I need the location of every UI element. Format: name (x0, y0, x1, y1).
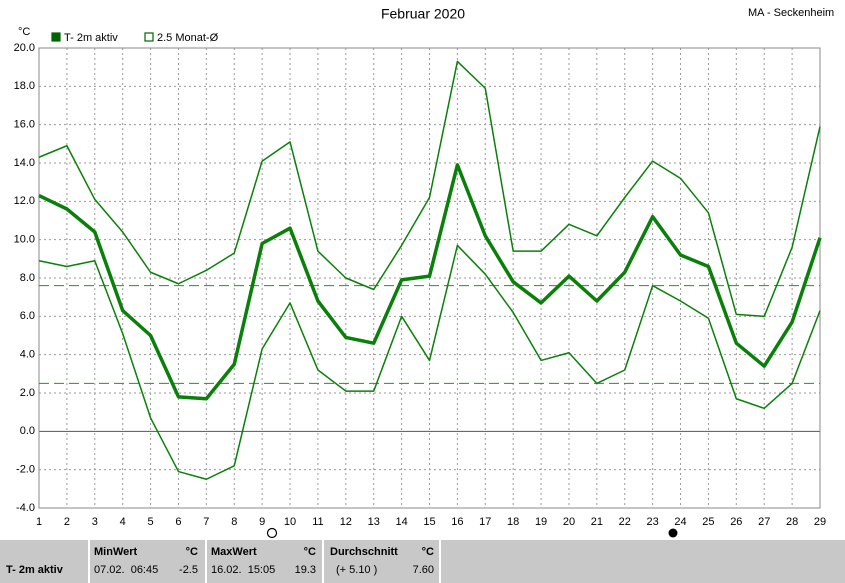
x-tick-label: 27 (758, 516, 770, 528)
x-tick-label: 18 (507, 516, 519, 528)
summary-cell (207, 540, 322, 583)
x-tick-label: 22 (619, 516, 631, 528)
x-tick-label: 8 (231, 516, 237, 528)
legend-label: 2.5 Monat-Ø (157, 32, 219, 44)
y-tick-label: -4.0 (16, 502, 35, 514)
y-tick-label: 4.0 (20, 349, 35, 361)
summary-row-label: T- 2m aktiv (6, 564, 64, 576)
x-tick-label: 13 (368, 516, 380, 528)
y-tick-label: 16.0 (14, 119, 35, 131)
x-tick-label: 17 (479, 516, 491, 528)
x-tick-label: 7 (203, 516, 209, 528)
x-tick-label: 5 (148, 516, 154, 528)
x-tick-label: 4 (120, 516, 126, 528)
x-tick-label: 11 (312, 516, 323, 528)
x-tick-label: 12 (340, 516, 352, 528)
plot: -4.0 -2.0 0.0 2.0 4.0 6.0 8.0 10.0 12.0 14.0 16.0 1… (14, 42, 827, 528)
legend-swatch (51, 32, 61, 42)
x-tick-label: 21 (591, 516, 603, 528)
x-tick-label: 25 (702, 516, 714, 528)
legend-label: T- 2m aktiv (64, 32, 118, 44)
x-tick-label: 28 (786, 516, 798, 528)
summary-time: 07.02. 06:45 (94, 564, 158, 576)
summary-cell (0, 540, 88, 583)
y-tick-label: 18.0 (14, 80, 35, 92)
summary-cell (90, 540, 205, 583)
x-tick-label: 20 (563, 516, 575, 528)
summary-unit: °C (422, 546, 434, 558)
y-tick-label: 20.0 (14, 42, 35, 54)
summary-header: MinWert (94, 546, 138, 558)
x-tick-label: 2 (64, 516, 70, 528)
legend-swatch (144, 32, 154, 42)
y-tick-label: 0.0 (20, 425, 35, 437)
x-tick-label: 14 (395, 516, 407, 528)
y-tick-label: -2.0 (16, 464, 35, 476)
x-tick-label: 15 (423, 516, 435, 528)
series-line (38, 163, 822, 401)
x-tick-label: 29 (814, 516, 826, 528)
summary-unit: °C (186, 546, 198, 558)
summary-header: MaxWert (211, 546, 257, 558)
summary-value: 19.3 (295, 564, 316, 576)
x-tick-label: 3 (92, 516, 98, 528)
y-unit: °C (18, 26, 30, 38)
plot-frame (38, 47, 821, 509)
x-tick-label: 1 (36, 516, 42, 528)
y-tick-label: 2.0 (20, 387, 35, 399)
summary-time: (+ 5.10 ) (336, 564, 377, 576)
moon-new-icon (266, 527, 278, 539)
y-tick-label: 8.0 (20, 272, 35, 284)
y-tick-label: 6.0 (20, 310, 35, 322)
x-tick-label: 9 (259, 516, 265, 528)
x-tick-label: 23 (647, 516, 659, 528)
summary-panel: T- 2m aktiv MinWert °C 07.02. 06:45 -2.5… (0, 540, 845, 583)
summary-time: 16.02. 15:05 (211, 564, 275, 576)
summary-value: 7.60 (413, 564, 434, 576)
x-tick-label: 6 (175, 516, 181, 528)
x-tick-label: 10 (284, 516, 296, 528)
summary-cell (441, 540, 845, 583)
x-tick-label: 26 (730, 516, 742, 528)
station-name: MA - Seckenheim (748, 7, 834, 19)
moon-full-icon (668, 528, 678, 538)
legend: T- 2m aktiv 2.5 Monat-Ø (51, 32, 219, 44)
x-tick-label: 24 (674, 516, 686, 528)
series-line (38, 244, 821, 480)
summary-value: -2.5 (179, 564, 198, 576)
summary-header: Durchschnitt (330, 546, 398, 558)
series-line (38, 60, 821, 318)
summary-cell (324, 540, 439, 583)
y-tick-label: 12.0 (14, 195, 35, 207)
summary-unit: °C (304, 546, 316, 558)
x-tick-label: 19 (535, 516, 547, 528)
x-tick-label: 16 (451, 516, 463, 528)
y-tick-label: 10.0 (14, 234, 35, 246)
y-tick-label: 14.0 (14, 157, 35, 169)
chart-title: Februar 2020 (381, 6, 465, 22)
